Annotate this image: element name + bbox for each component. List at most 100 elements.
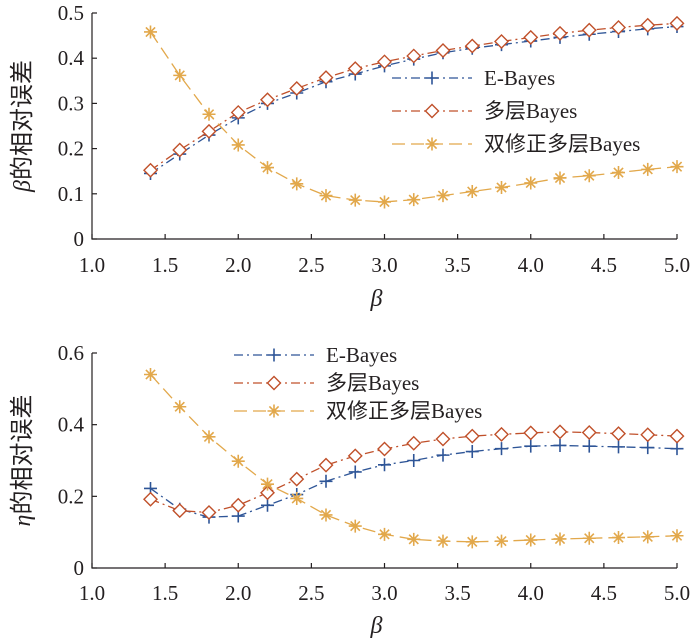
marker-plus [319,474,333,488]
x-tick-label: 4.0 [518,581,544,605]
x-tick-label: 1.5 [152,581,178,605]
marker-diamond [552,25,568,41]
x-tick-label: 3.5 [445,581,471,605]
marker-diamond [523,425,539,441]
marker-diamond [377,441,392,457]
marker-diamond [172,503,188,519]
y-tick-label: 0.3 [58,91,84,115]
marker-diamond [260,485,275,501]
marker-asterisk [144,368,157,381]
marker-asterisk [524,176,538,190]
chart-panel-2: 1.0 1.5 2.0 2.5 3.0 3.5 4.0 4.5 5.0 0 0.2 0.4 0.6 β η的… [9,341,690,639]
legend-label: 双修正多层Bayes [326,399,482,423]
x-tick-label: 1.0 [79,253,105,277]
marker-asterisk [465,535,479,549]
marker-diamond [318,70,334,86]
y-tick-label: 0.2 [58,137,84,161]
marker-plus [261,498,274,512]
marker-diamond [230,104,246,120]
x-tick-label: 2.5 [298,253,324,277]
series-3 [144,25,684,209]
marker-asterisk [319,189,333,203]
marker-diamond [611,426,626,442]
marker-asterisk [553,171,567,185]
series-3 [144,368,684,549]
marker-plus [495,442,508,456]
marker-asterisk [173,68,187,82]
x-tick-label: 5.0 [664,581,690,605]
legend: E-Bayes 多层Bayes 双修正多层Bayes [392,66,640,156]
y-tick-label: 0.1 [58,182,84,206]
marker-diamond [494,426,509,442]
y-tick-label: 0 [74,556,85,580]
marker-asterisk [290,491,304,505]
marker-diamond [260,92,275,108]
marker-asterisk [524,533,538,547]
y-axis-label-symbol: β [10,180,36,193]
chart-panel-1: 1.0 1.5 2.0 2.5 3.0 3.5 4.0 4.5 5.0 0 0.1 0.2 0.3 0.4… [9,1,690,312]
marker-asterisk [267,404,281,418]
x-axis-label: β [370,613,383,639]
legend-label: 多层Bayes [484,99,577,123]
marker-plus [582,439,596,453]
marker-diamond [640,427,656,443]
marker-diamond [640,17,656,33]
legend-label: E-Bayes [484,66,555,90]
marker-diamond [494,33,509,49]
marker-plus [378,458,391,472]
marker-plus [524,439,538,453]
y-tick-label: 0.6 [58,341,84,365]
marker-asterisk [582,531,596,545]
x-tick-label: 4.0 [518,253,544,277]
marker-asterisk [231,454,245,468]
marker-diamond [581,22,597,38]
marker-diamond [143,491,158,507]
y-axis-label-symbol: η [10,515,36,527]
marker-diamond [435,43,451,59]
x-tick-label: 1.5 [152,253,178,277]
marker-plus [267,348,281,362]
marker-asterisk [641,162,655,176]
y-axis-label: η的相对误差 [9,395,36,527]
x-tick-label: 5.0 [664,253,690,277]
series-2 [143,15,685,178]
marker-diamond [289,471,305,487]
y-tick-label: 0 [74,227,85,251]
marker-diamond [669,15,685,31]
marker-asterisk [641,530,655,544]
legend: E-Bayes 多层Bayes 双修正多层Bayes [234,343,482,423]
x-tick-label: 4.5 [591,581,617,605]
marker-asterisk [436,189,450,203]
marker-plus [641,441,655,455]
marker-asterisk [378,195,391,209]
marker-asterisk [348,519,362,533]
marker-asterisk [173,400,187,414]
marker-asterisk [407,193,421,207]
marker-plus [465,445,479,459]
marker-asterisk [436,534,450,548]
marker-plus [425,71,439,85]
x-axis-label: β [370,286,383,312]
y-tick-label: 0.2 [58,484,84,508]
legend-label: 多层Bayes [326,371,419,395]
marker-plus [612,440,625,454]
y-axis-label-text: 的相对误差 [9,60,36,180]
marker-diamond [464,428,480,444]
marker-plus [553,438,567,452]
marker-asterisk [495,180,508,194]
x-tick-label: 3.0 [371,581,397,605]
x-tick-label: 3.0 [371,253,397,277]
marker-diamond [230,497,246,513]
marker-diamond [347,448,363,464]
marker-diamond [581,425,597,441]
marker-diamond [424,103,440,119]
x-tick-label: 2.5 [298,581,324,605]
series-1 [144,438,684,524]
y-tick-label: 0.4 [58,413,85,437]
marker-diamond [143,162,158,178]
marker-diamond [318,457,334,473]
x-tick-label: 1.0 [79,581,105,605]
x-tick-label: 2.0 [225,581,251,605]
x-tick-label: 2.0 [225,253,251,277]
